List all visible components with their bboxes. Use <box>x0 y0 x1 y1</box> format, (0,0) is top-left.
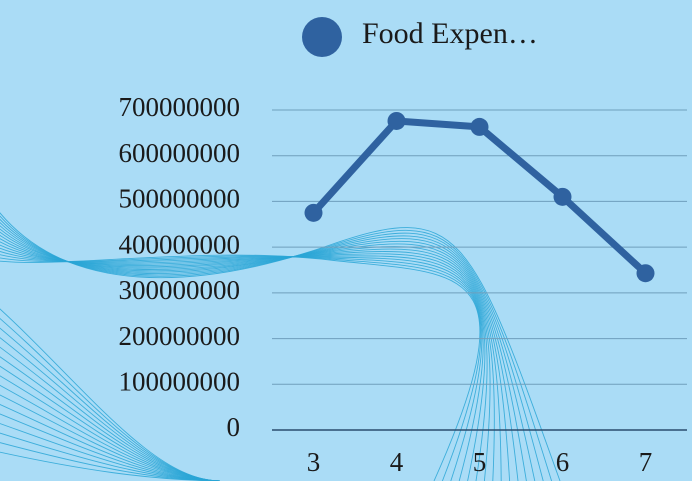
wave-line <box>0 254 481 481</box>
y-tick-label: 0 <box>227 412 241 442</box>
y-tick-label: 700000000 <box>119 92 241 122</box>
x-tick-label: 4 <box>390 447 404 477</box>
data-point <box>387 111 406 130</box>
y-tick-label: 500000000 <box>119 184 241 214</box>
legend-marker <box>302 17 342 57</box>
data-point <box>636 264 655 283</box>
y-tick-label: 100000000 <box>119 366 241 396</box>
x-tick-label: 6 <box>556 447 570 477</box>
decoration <box>0 212 561 481</box>
data-point <box>553 187 572 206</box>
y-tick-label: 400000000 <box>119 229 241 259</box>
y-tick-label: 200000000 <box>119 321 241 351</box>
x-tick-label: 3 <box>307 447 321 477</box>
legend-label: Food Expen… <box>362 17 538 50</box>
x-tick-label: 5 <box>473 447 487 477</box>
x-tick-label: 7 <box>639 447 653 477</box>
data-point <box>304 203 323 222</box>
data-point <box>470 117 489 136</box>
y-tick-label: 600000000 <box>119 138 241 168</box>
y-tick-label: 300000000 <box>119 275 241 305</box>
